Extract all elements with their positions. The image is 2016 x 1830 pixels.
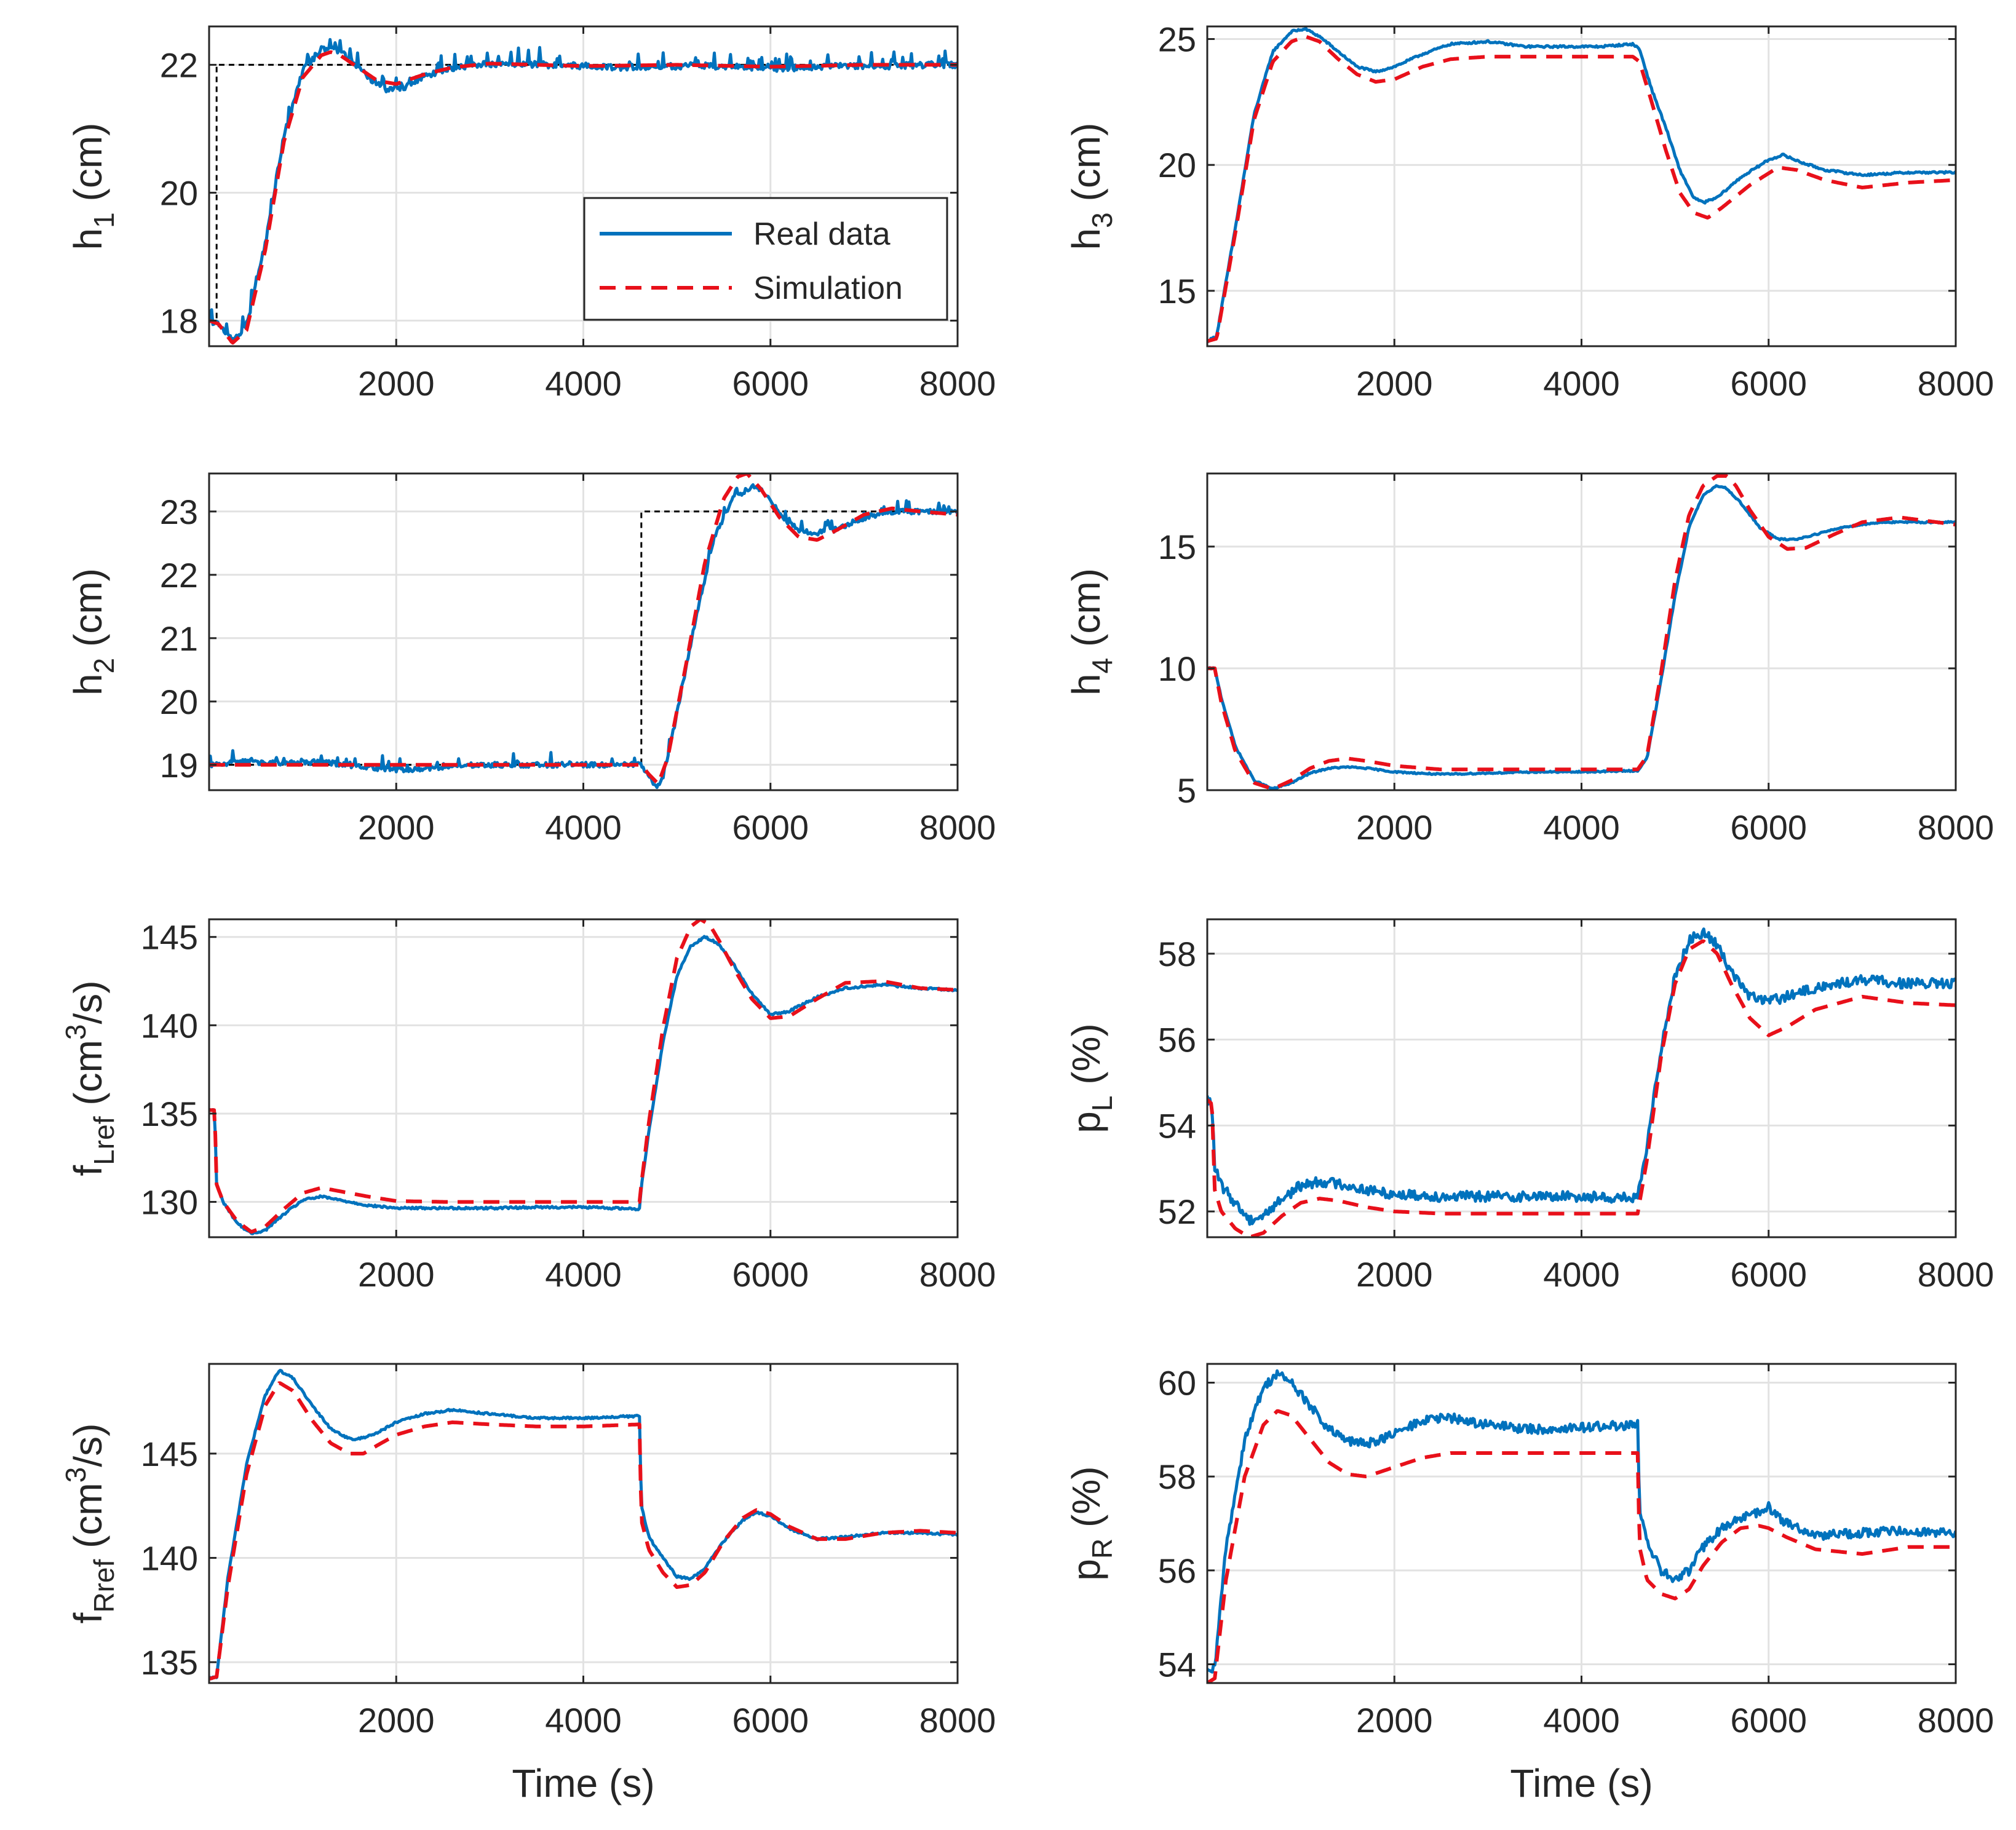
chart-fLref-xtick-label: 8000 [919,1255,996,1294]
chart-pL-xtick-label: 2000 [1356,1255,1433,1294]
chart-h3-xtick-label: 4000 [1543,364,1620,403]
chart-h2-xtick-label: 2000 [358,808,435,847]
chart-pL-xtick-label: 4000 [1543,1255,1620,1294]
chart-h1-ylabel: h1 (cm) [66,123,120,250]
chart-h1-ytick-label: 18 [160,301,198,340]
chart-fRref-real-series [209,1369,958,1681]
chart-h3-real-series [1207,26,1956,343]
chart-h1-xtick-label: 6000 [732,364,809,403]
chart-h2-ytick-label: 19 [160,746,198,785]
legend: Real data Simulation [583,197,948,321]
chart-h2-real-series [209,483,958,790]
chart-h2: 2000 4000 6000 8000 19 20 21 22 23 h2 (cm) [66,472,996,847]
chart-pR-simulation-series [1207,1409,1956,1683]
chart-fRref-xtick-label: 4000 [545,1701,622,1740]
chart-pR-xtick-label: 4000 [1543,1701,1620,1740]
chart-h1-xtick-label: 4000 [545,364,622,403]
chart-h3-ytick-label: 15 [1158,272,1196,311]
chart-h2-ytick-label: 21 [160,619,198,658]
chart-fRref-ytick-label: 140 [141,1539,198,1577]
chart-h4: 2000 4000 6000 8000 5 10 15 h4 (cm) [1064,472,1994,847]
chart-pR-ytick-label: 60 [1158,1364,1196,1403]
chart-pR-ytick-label: 56 [1158,1551,1196,1590]
chart-pR-ytick-label: 54 [1158,1645,1196,1684]
chart-pL-ytick-label: 58 [1158,935,1196,973]
chart-fLref-real-series [209,935,958,1235]
chart-fRref-ytick-label: 145 [141,1435,198,1473]
chart-pR-ylabel: pR (%) [1064,1466,1118,1580]
chart-h4-xtick-label: 8000 [1918,808,1994,847]
chart-h2-xtick-label: 8000 [919,808,996,847]
chart-fLref-ytick-label: 140 [141,1006,198,1045]
chart-h4-ylabel: h4 (cm) [1064,568,1118,695]
chart-fLref-ytick-label: 145 [141,918,198,957]
chart-h1-xtick-label: 8000 [919,364,996,403]
chart-h1: 2000 4000 6000 8000 18 20 22 h1 (cm) Real data Si… [66,25,996,403]
chart-h2-xtick-label: 4000 [545,808,622,847]
chart-fRref-xtick-label: 8000 [919,1701,996,1740]
chart-pR-xtick-label: 2000 [1356,1701,1433,1740]
chart-pL-simulation-series [1207,939,1956,1237]
chart-h3-simulation-series [1207,34,1956,343]
chart-h4-ytick-label: 15 [1158,528,1196,566]
chart-h3-xtick-label: 2000 [1356,364,1433,403]
chart-fLref-xtick-label: 6000 [732,1255,809,1294]
chart-pL-xtick-label: 8000 [1918,1255,1994,1294]
chart-fLref-simulation-series [209,919,958,1234]
chart-fRref-simulation-series [209,1381,958,1681]
chart-fRref-xtick-label: 6000 [732,1701,809,1740]
chart-pR-real-series [1207,1369,1956,1674]
chart-fLref-ytick-label: 130 [141,1183,198,1222]
chart-h2-xtick-label: 6000 [732,808,809,847]
chart-pL: 2000 4000 6000 8000 52 54 56 58 pL (%) [1064,918,1994,1294]
chart-h3-xtick-label: 8000 [1918,364,1994,403]
chart-pR: 2000 4000 6000 8000 54 56 58 60 pR (%) Time (s) [1064,1363,1994,1805]
chart-fLref-xtick-label: 4000 [545,1255,622,1294]
chart-h3: 2000 4000 6000 8000 15 20 25 h3 (cm) [1064,20,1994,403]
chart-pL-ytick-label: 52 [1158,1192,1196,1231]
chart-h3-ytick-label: 25 [1158,20,1196,58]
chart-h4-real-series [1207,484,1956,790]
chart-pR-xtick-label: 8000 [1918,1701,1994,1740]
chart-pL-real-series [1207,927,1956,1226]
chart-pL-xtick-label: 6000 [1730,1255,1807,1294]
chart-pR-xtick-label: 6000 [1730,1701,1807,1740]
chart-h2-ylabel: h2 (cm) [66,568,120,695]
chart-fRref-ylabel: fRref (cm3/s) [60,1424,120,1624]
chart-h4-xtick-label: 2000 [1356,808,1433,847]
chart-h3-ylabel: h3 (cm) [1064,123,1118,250]
chart-fRref: 2000 4000 6000 8000 135 140 145 fRref (cm3/s) Ti… [60,1363,996,1805]
chart-fLref-xtick-label: 2000 [358,1255,435,1294]
chart-h4-ytick-label: 5 [1177,771,1196,810]
chart-pR-xlabel: Time (s) [1510,1761,1653,1805]
chart-pL-ytick-label: 56 [1158,1021,1196,1060]
chart-pL-ylabel: pL (%) [1064,1023,1118,1133]
chart-h3-ytick-label: 20 [1158,146,1196,184]
chart-h1-simulation-series [209,50,958,345]
legend-sim-label: Simulation [753,271,903,306]
chart-h4-xtick-label: 6000 [1730,808,1807,847]
legend-box [583,197,948,321]
chart-h2-ytick-label: 23 [160,493,198,531]
chart-pL-ytick-label: 54 [1158,1106,1196,1145]
chart-h1-ytick-label: 20 [160,173,198,212]
legend-real-label: Real data [753,216,891,252]
chart-fRref-ytick-label: 135 [141,1643,198,1682]
chart-h4-simulation-series [1207,474,1956,790]
chart-h4-xtick-label: 4000 [1543,808,1620,847]
chart-h3-xtick-label: 6000 [1730,364,1807,403]
chart-fLref: 2000 4000 6000 8000 130 135 140 145 fLref (cm3/s… [60,918,996,1294]
chart-fRref-xlabel: Time (s) [512,1761,654,1805]
chart-h1-ytick-label: 22 [160,46,198,84]
chart-fLref-ylabel: fLref (cm3/s) [60,980,120,1176]
chart-pR-ytick-label: 58 [1158,1457,1196,1496]
chart-fLref-ytick-label: 135 [141,1095,198,1133]
chart-h4-ytick-label: 10 [1158,649,1196,688]
chart-h2-ytick-label: 20 [160,683,198,721]
chart-fRref-xtick-label: 2000 [358,1701,435,1740]
chart-h2-simulation-series [209,473,958,786]
chart-h1-xtick-label: 2000 [358,364,435,403]
chart-h2-ytick-label: 22 [160,556,198,595]
